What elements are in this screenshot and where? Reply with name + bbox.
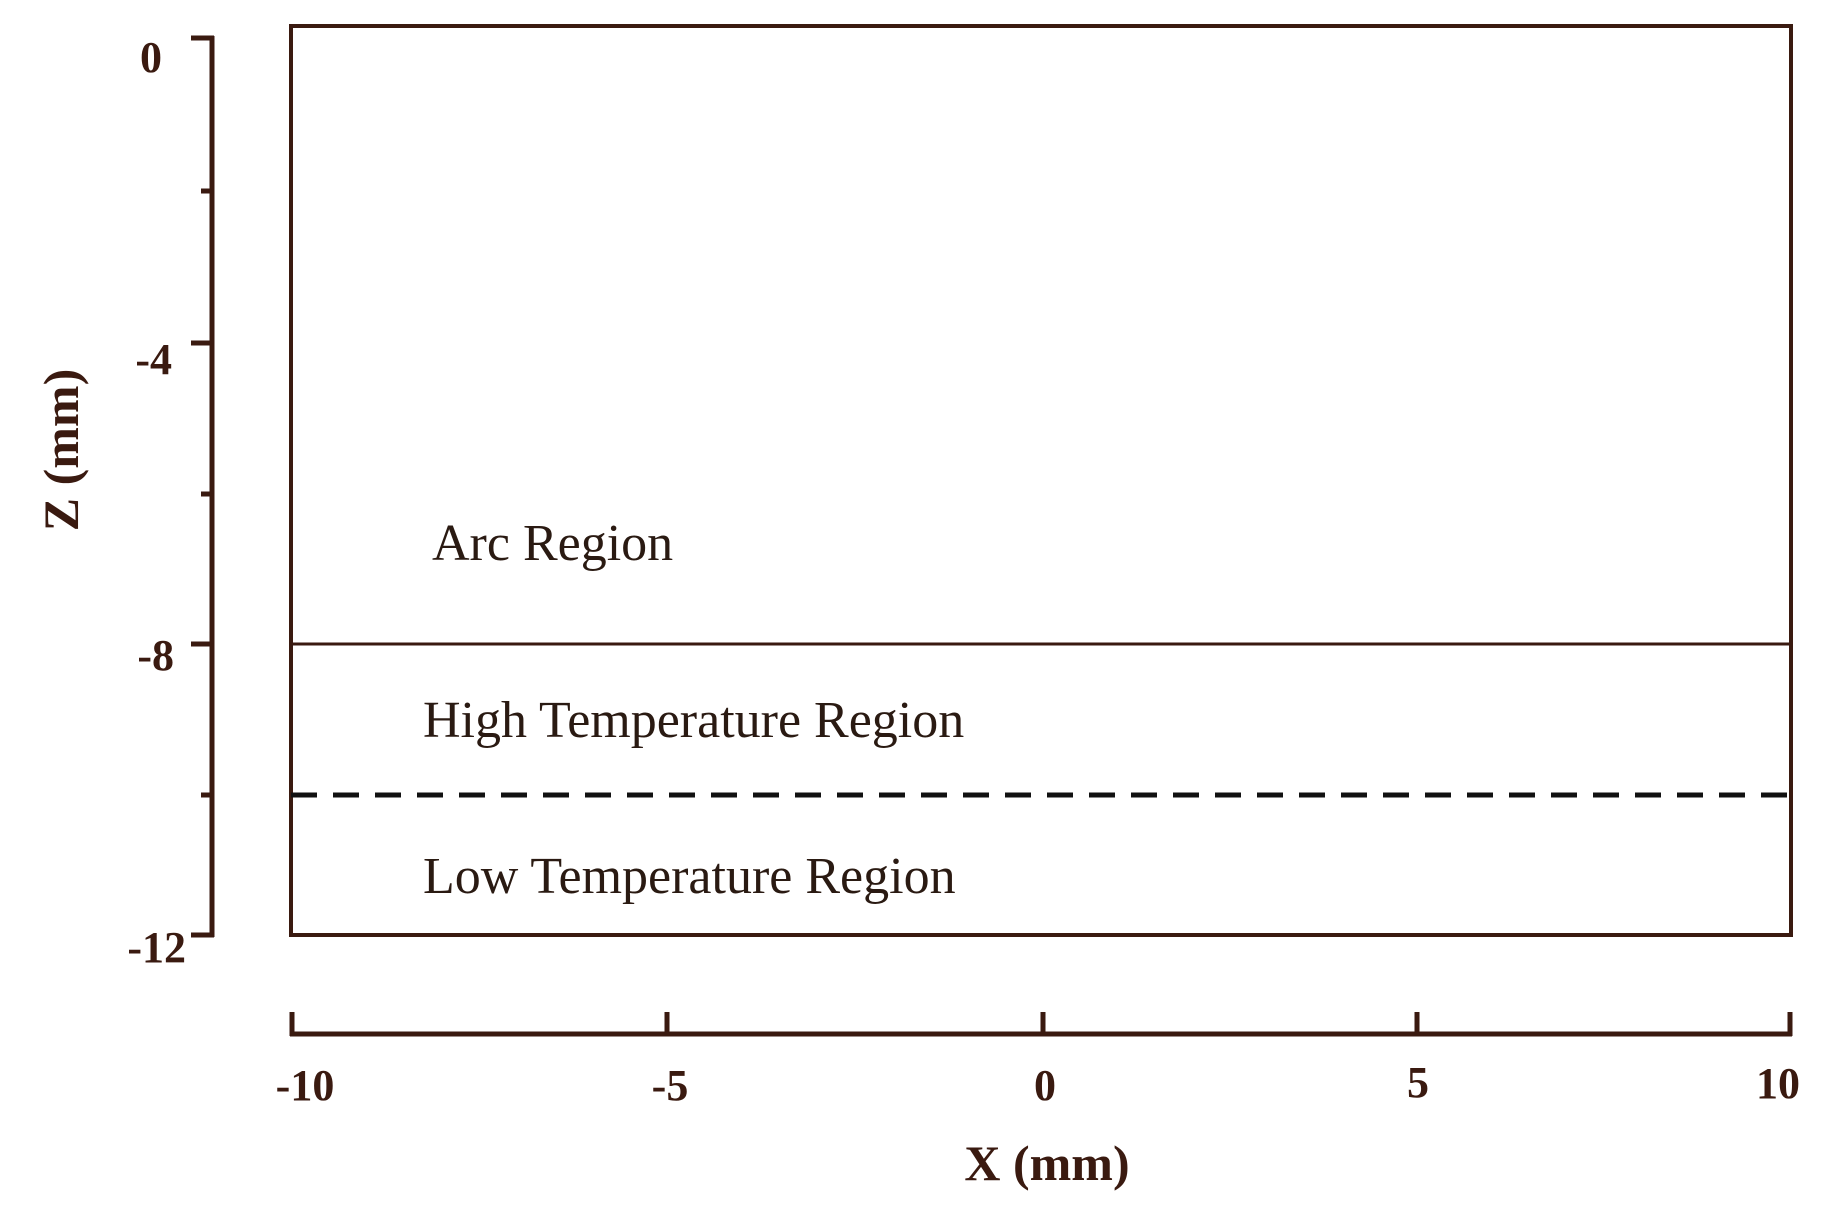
domain-boundary [289,24,1793,937]
z-tick-label-minus8: -8 [137,631,174,680]
z-axis: 0 -4 -8 -12 Z (mm) [33,33,215,972]
x-tick-label-minus10: -10 [276,1061,335,1110]
x-tick-label-10: 10 [1756,1059,1800,1108]
x-axis: -10 -5 0 5 10 X (mm) [276,1012,1800,1191]
z-tick-label-minus12: -12 [127,923,186,972]
x-axis-title: X (mm) [964,1135,1129,1191]
x-tick-label-0: 0 [1034,1061,1056,1110]
region-label-arc: Arc Region [432,515,673,572]
x-tick-label-5: 5 [1407,1058,1429,1107]
z-tick-label-0: 0 [140,33,162,82]
z-tick-label-minus4: -4 [135,335,172,384]
region-label-low-temperature: Low Temperature Region [423,848,956,905]
x-tick-label-minus5: -5 [652,1061,689,1110]
region-label-high-temperature: High Temperature Region [423,692,964,749]
z-axis-title: Z (mm) [33,369,89,531]
